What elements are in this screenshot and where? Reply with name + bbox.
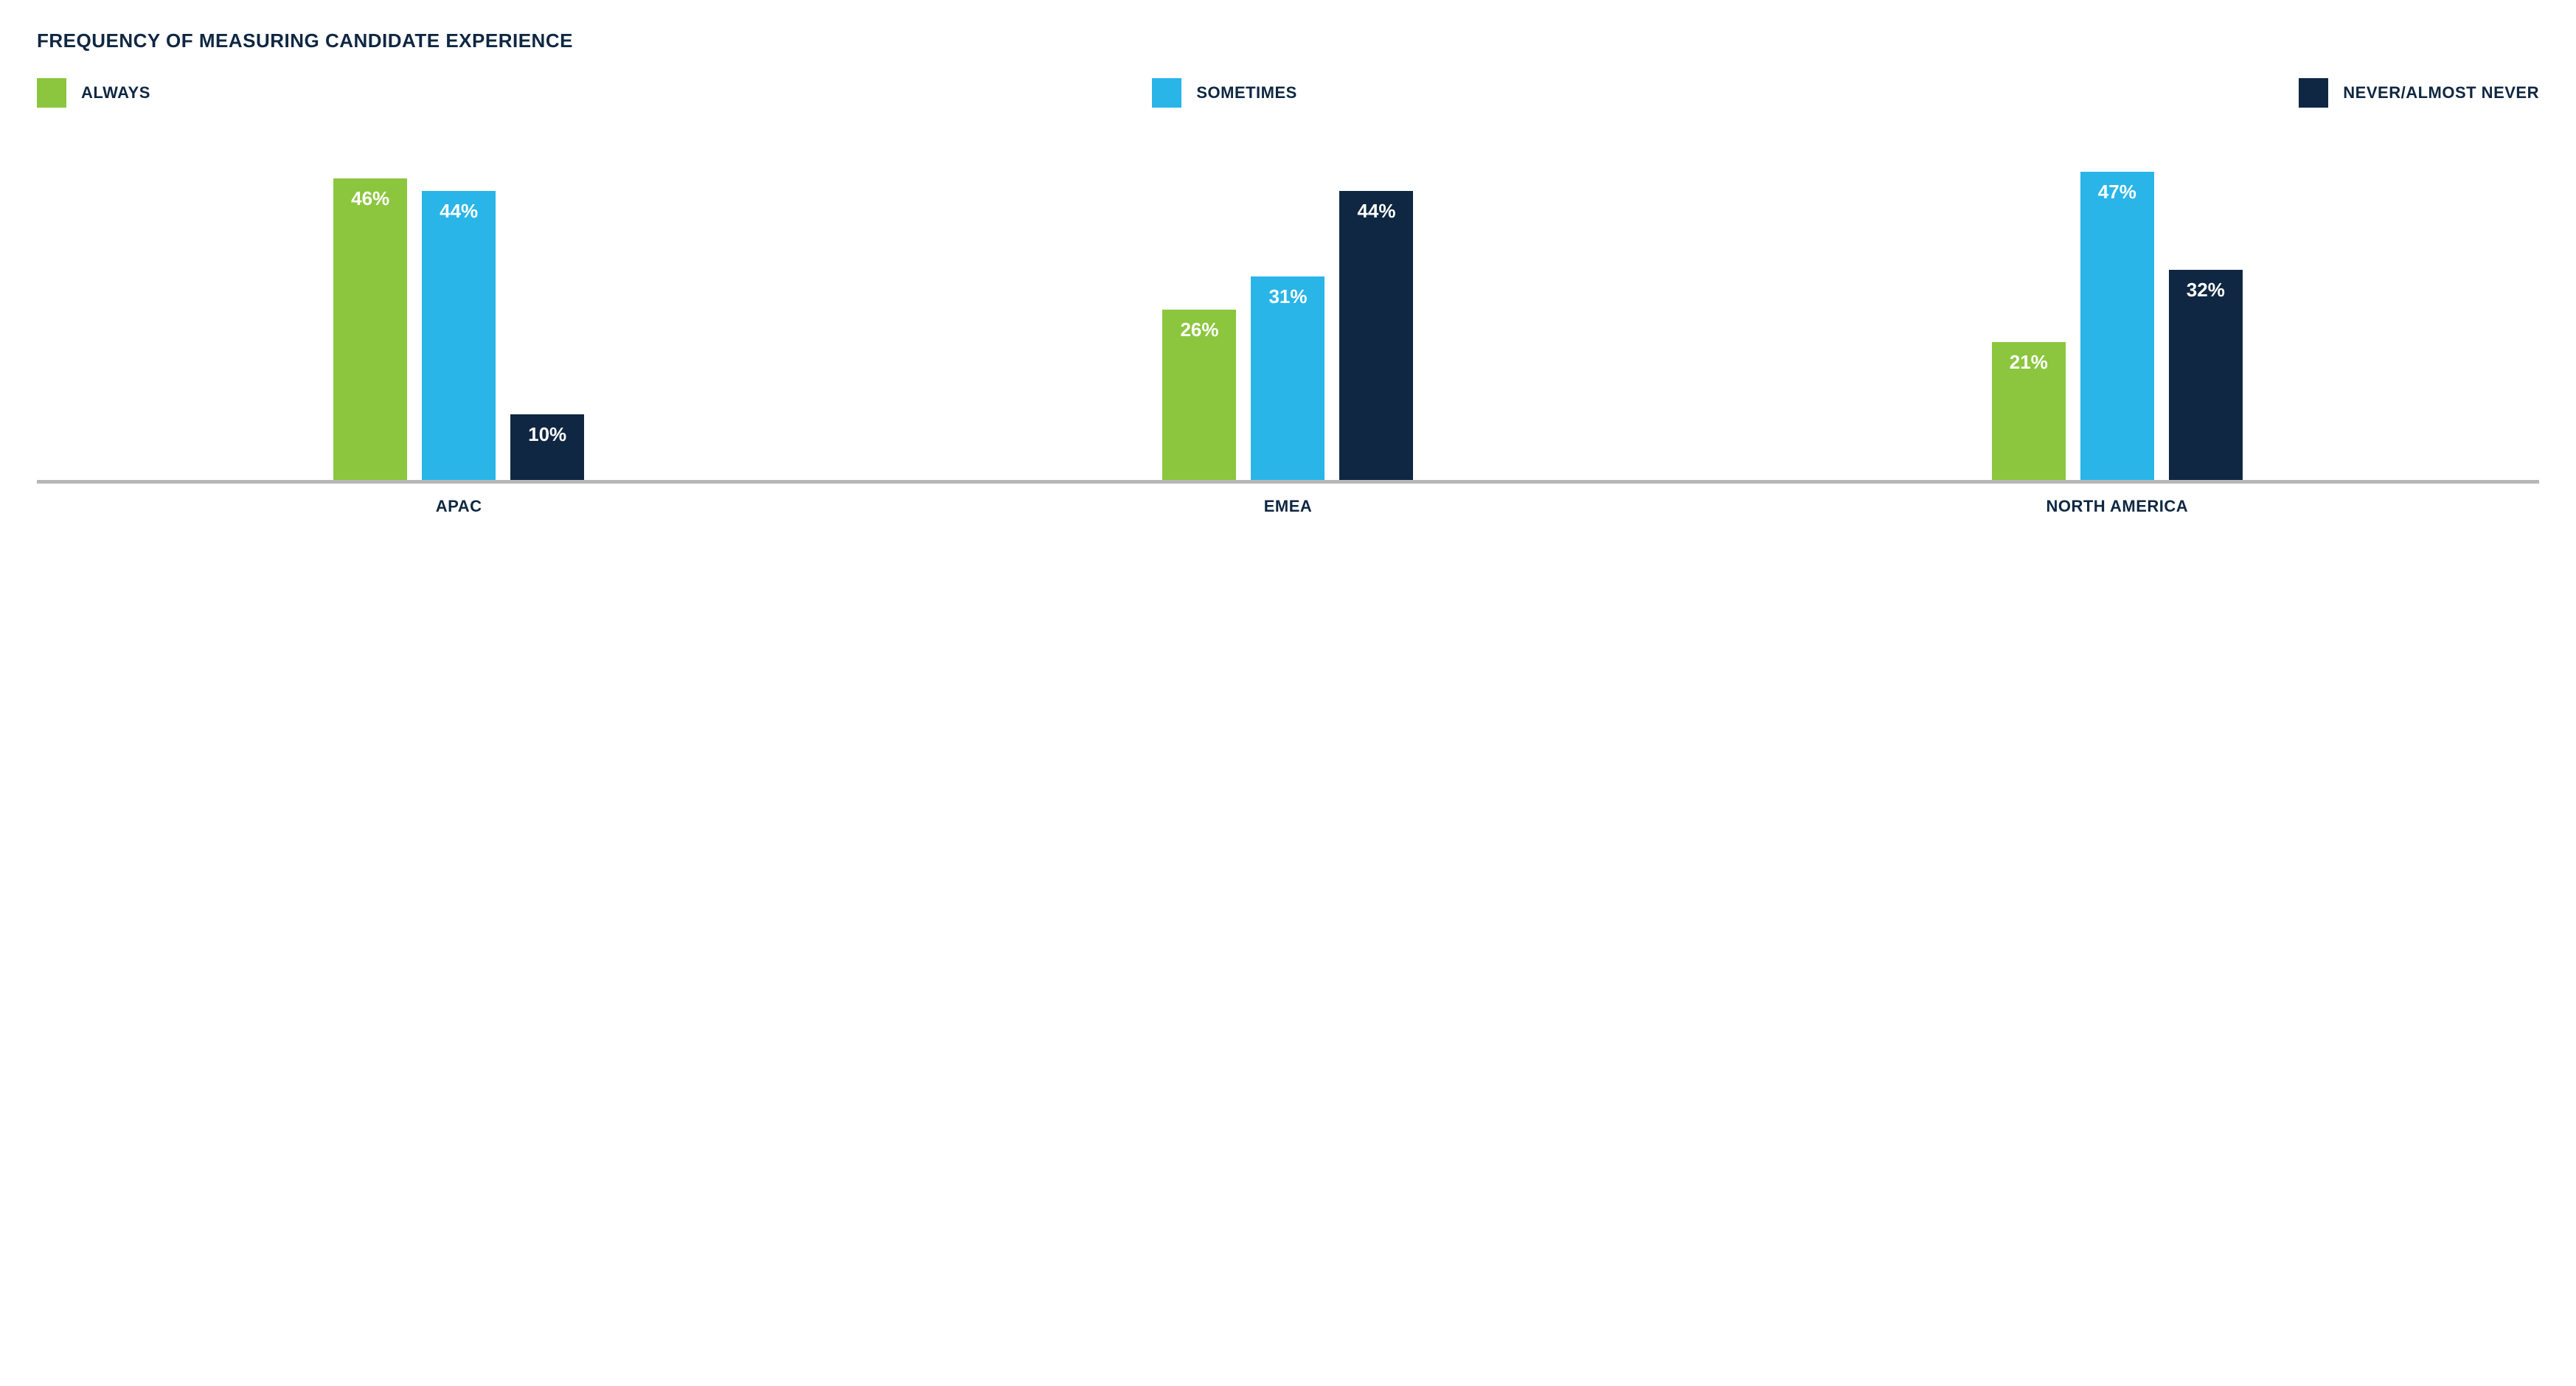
bar-value-label: 47% [2098,181,2136,480]
bar-value-label: 10% [528,423,566,480]
bar-value-label: 44% [1357,200,1395,480]
bar-group: 21% 47% 32% [1703,152,2532,480]
x-axis-label: NORTH AMERICA [1703,497,2532,516]
legend-label: ALWAYS [81,83,150,102]
bar-group: 26% 31% 44% [873,152,1702,480]
chart-legend: ALWAYS SOMETIMES NEVER/ALMOST NEVER [37,78,2539,108]
legend-item: SOMETIMES [1152,78,1297,108]
bar: 46% [333,178,407,480]
legend-swatch [37,78,66,108]
bar: 44% [1339,191,1413,480]
legend-label: NEVER/ALMOST NEVER [2343,83,2539,102]
chart-plot-area: 46% 44% 10% 26% 31% 44% 21% 47% 32% [37,152,2539,484]
bar: 10% [510,414,584,480]
bar: 44% [422,191,496,480]
legend-item: NEVER/ALMOST NEVER [2299,78,2539,108]
bar: 32% [2169,270,2243,480]
bar: 21% [1992,342,2066,480]
bar-value-label: 32% [2187,279,2225,480]
bar-value-label: 21% [2010,351,2048,480]
bar-value-label: 26% [1180,318,1218,480]
chart-x-axis: APACEMEANORTH AMERICA [37,497,2539,516]
bar-chart: FREQUENCY OF MEASURING CANDIDATE EXPERIE… [37,29,2539,516]
x-axis-label: EMEA [873,497,1702,516]
bar-group: 46% 44% 10% [44,152,873,480]
legend-swatch [1152,78,1181,108]
bar-value-label: 44% [440,200,478,480]
legend-item: ALWAYS [37,78,150,108]
legend-label: SOMETIMES [1196,83,1297,102]
bar-value-label: 46% [351,187,389,480]
x-axis-label: APAC [44,497,873,516]
bar-value-label: 31% [1268,285,1307,480]
bar: 26% [1162,310,1236,480]
legend-swatch [2299,78,2328,108]
bar: 47% [2080,172,2154,480]
chart-title: FREQUENCY OF MEASURING CANDIDATE EXPERIE… [37,29,2539,52]
bar: 31% [1251,276,1325,480]
